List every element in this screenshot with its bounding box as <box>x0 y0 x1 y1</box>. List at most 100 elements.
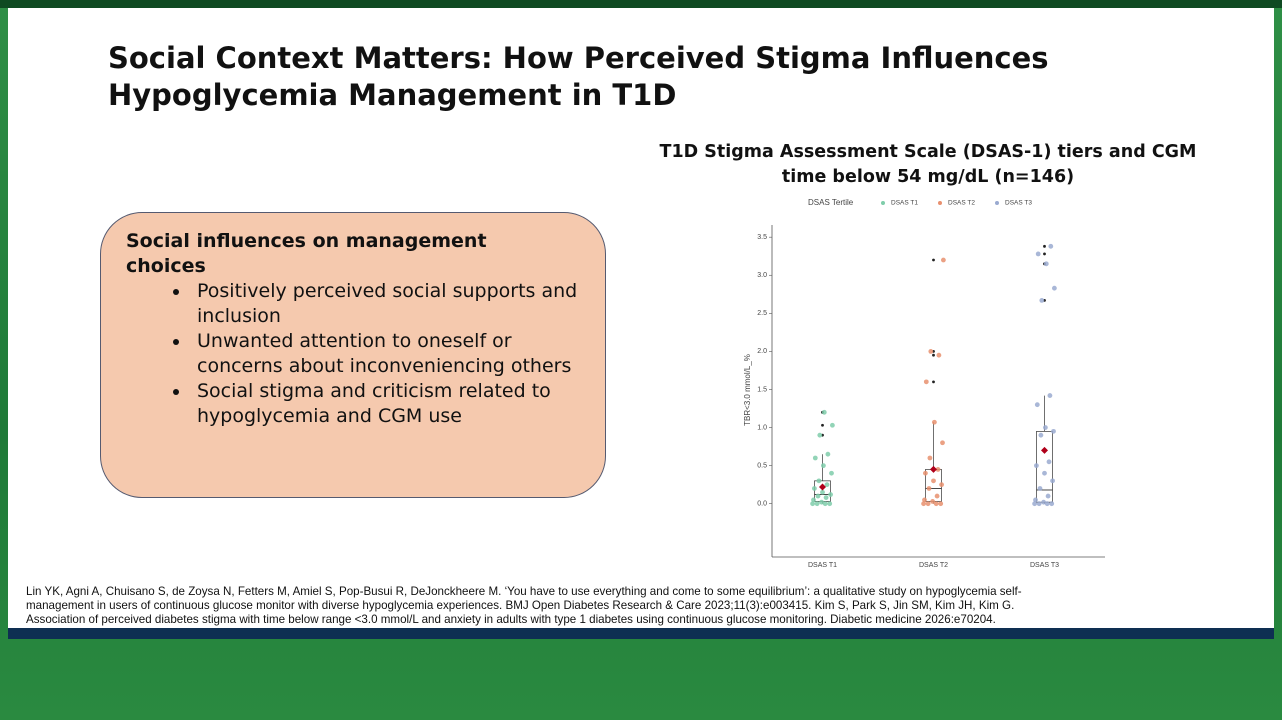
point <box>1039 297 1045 303</box>
title-line: Hypoglycemia Management in T1D <box>108 78 677 112</box>
point <box>812 455 818 461</box>
point <box>933 501 939 507</box>
point <box>825 451 831 457</box>
point <box>1035 251 1041 257</box>
point <box>1051 428 1056 434</box>
point <box>1037 486 1043 491</box>
x-tick-label: DSAS T1 <box>808 562 837 569</box>
point <box>1049 501 1055 507</box>
point <box>938 501 944 507</box>
point <box>1043 425 1048 430</box>
outlier <box>932 258 935 262</box>
point <box>1036 501 1042 507</box>
callout-heading: Social influences on management choices <box>126 230 487 277</box>
point <box>928 349 934 354</box>
bullet: Positively perceived social supports and… <box>191 279 587 329</box>
y-tick-label: 1.0 <box>757 424 767 431</box>
mean-marker <box>819 483 826 491</box>
outlier <box>1043 244 1046 248</box>
point <box>939 482 944 488</box>
point <box>821 463 826 469</box>
top-bar <box>0 0 1282 8</box>
legend-swatch <box>881 201 885 205</box>
point <box>819 499 824 505</box>
outlier <box>932 353 935 357</box>
point <box>1032 501 1037 507</box>
point <box>1045 493 1051 499</box>
citation-line: management in users of continuous glucos… <box>26 599 1015 612</box>
point <box>812 486 817 491</box>
point <box>828 492 833 497</box>
y-axis-label: TBR<3.0 mmol/L_% <box>743 354 752 426</box>
point <box>1048 243 1054 249</box>
chart: DSAS Tertile TBR<3.0 mmol/L_% 0.0 0.5 1.0 1… <box>743 198 1105 569</box>
citation-line: Association of perceived diabetes stigma… <box>26 613 996 626</box>
y-tick-label: 2.5 <box>757 310 767 317</box>
point <box>940 440 945 446</box>
point <box>830 422 835 428</box>
point <box>1052 285 1057 291</box>
point <box>811 497 816 503</box>
callout-box: Social influences on management choices … <box>100 212 606 498</box>
point <box>814 501 820 507</box>
point <box>1042 470 1047 476</box>
point <box>810 501 815 507</box>
y-tick-label: 2.0 <box>757 348 767 355</box>
bottom-band <box>8 628 1274 639</box>
legend-label: DSAS T2 <box>948 200 975 207</box>
mean-marker <box>1041 446 1048 454</box>
title-line: Social Context Matters: How Perceived St… <box>108 41 1049 75</box>
legend-label: DSAS T3 <box>1005 200 1032 207</box>
outlier <box>1043 252 1046 256</box>
point <box>824 482 830 488</box>
point <box>1044 501 1050 507</box>
legend-swatch <box>938 201 942 205</box>
point <box>827 501 833 507</box>
point <box>1046 459 1052 465</box>
y-tick-label: 3.0 <box>757 272 767 279</box>
point <box>922 497 927 503</box>
box <box>1036 431 1053 503</box>
outlier <box>932 380 935 384</box>
slide-title: Social Context Matters: How Perceived St… <box>108 40 1049 114</box>
point <box>822 501 828 507</box>
point <box>935 467 941 472</box>
x-tick-label: DSAS T2 <box>919 562 948 569</box>
point <box>925 501 931 507</box>
chart-title: T1D Stigma Assessment Scale (DSAS-1) tie… <box>659 142 1197 187</box>
legend-title: DSAS Tertile <box>808 198 854 207</box>
outlier <box>821 423 824 427</box>
bullet: Unwanted attention to oneself or concern… <box>191 329 587 379</box>
point <box>931 478 936 484</box>
point <box>923 379 929 385</box>
point <box>1043 261 1049 267</box>
point <box>934 493 940 499</box>
point <box>932 419 937 425</box>
y-tick-label: 1.5 <box>757 386 767 393</box>
point <box>1050 478 1055 484</box>
citation-line: Lin YK, Agni A, Chuisano S, de Zoysa N, … <box>26 585 1022 598</box>
point <box>821 409 827 415</box>
point <box>921 501 926 507</box>
y-tick-label: 0.0 <box>757 501 767 508</box>
point <box>1034 402 1040 408</box>
x-tick-label: DSAS T3 <box>1030 562 1059 569</box>
bullet-list: Positively perceived social supports and… <box>126 279 585 429</box>
point <box>1041 499 1046 505</box>
point <box>1033 497 1038 503</box>
point <box>930 499 935 504</box>
point <box>829 470 834 476</box>
mean-marker <box>930 465 937 473</box>
point <box>823 495 829 501</box>
point <box>941 257 946 263</box>
y-tick-label: 3.5 <box>757 234 767 241</box>
legend-swatch <box>995 201 999 205</box>
point <box>1047 393 1053 398</box>
point <box>1038 432 1044 438</box>
y-tick-label: 0.5 <box>757 462 767 469</box>
bullet: Social stigma and criticism related to h… <box>191 379 587 429</box>
point <box>816 478 822 484</box>
point <box>923 470 928 476</box>
point <box>1034 463 1039 469</box>
point <box>936 352 942 358</box>
